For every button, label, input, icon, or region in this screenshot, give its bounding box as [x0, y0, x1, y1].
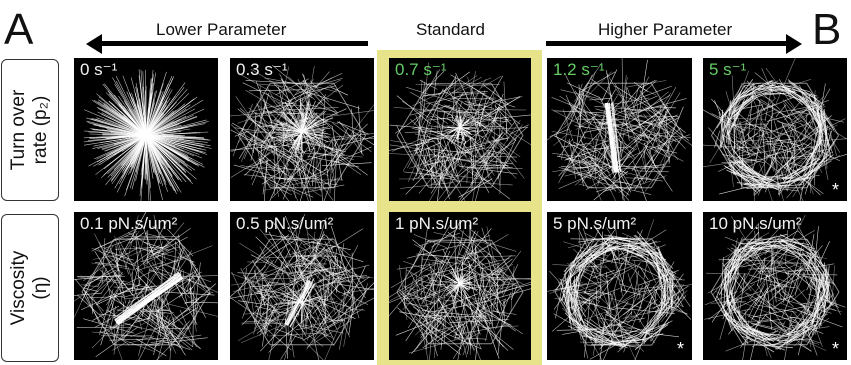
star-marker: *: [676, 339, 684, 359]
cell-label: 5 s⁻¹: [709, 60, 747, 79]
cell-label: 10 pN.s/um²: [709, 214, 802, 233]
star-marker: *: [831, 339, 839, 359]
simulation-panel-viscosity-1: 0.5 pN.s/um²: [230, 212, 374, 360]
cell-label: 1 pN.s/um²: [395, 214, 479, 233]
right-arrow-icon: [546, 34, 802, 54]
simulation-panel-viscosity-4: 10 pN.s/um² *: [703, 212, 847, 360]
row-label-viscosity-line1: Viscosity: [8, 250, 29, 326]
header-higher-parameter: Higher Parameter: [598, 20, 733, 39]
simulation-panel-turnover-2: 0.7 s⁻¹: [389, 58, 531, 201]
row-label-turnover: Turn over rate (p₂): [1, 59, 59, 201]
row-label-turnover-line2: rate (p₂): [30, 95, 51, 165]
panel-letter-b: B: [812, 5, 842, 54]
simulation-panel-turnover-1: 0.3 s⁻¹: [230, 58, 374, 201]
header-lower-parameter: Lower Parameter: [156, 20, 287, 39]
header-standard: Standard: [416, 20, 485, 39]
cell-label: 0.3 s⁻¹: [236, 60, 288, 79]
cell-label: 1.2 s⁻¹: [553, 60, 605, 79]
simulation-panel-turnover-3: 1.2 s⁻¹: [547, 58, 692, 201]
left-arrow-icon: [86, 34, 368, 54]
cell-label: 0.5 pN.s/um²: [236, 214, 334, 233]
simulation-panel-viscosity-0: 0.1 pN.s/um²: [74, 212, 218, 360]
simulation-panel-turnover-4: 5 s⁻¹ *: [703, 58, 847, 201]
simulation-panel-viscosity-2: 1 pN.s/um²: [389, 212, 531, 360]
cell-label: 5 pN.s/um²: [553, 214, 637, 233]
row-label-viscosity-line2: (η): [30, 276, 51, 300]
cell-label: 0 s⁻¹: [80, 60, 118, 79]
row-label-turnover-line1: Turn over: [8, 89, 29, 171]
star-marker: *: [831, 180, 839, 200]
cell-label: 0.1 pN.s/um²: [80, 214, 178, 233]
cell-label: 0.7 s⁻¹: [395, 60, 447, 79]
simulation-panel-turnover-0: 0 s⁻¹: [74, 58, 218, 201]
panel-letter-a: A: [4, 5, 34, 54]
simulation-panel-viscosity-3: 5 pN.s/um² *: [547, 212, 692, 360]
row-label-viscosity: Viscosity (η): [1, 214, 59, 362]
